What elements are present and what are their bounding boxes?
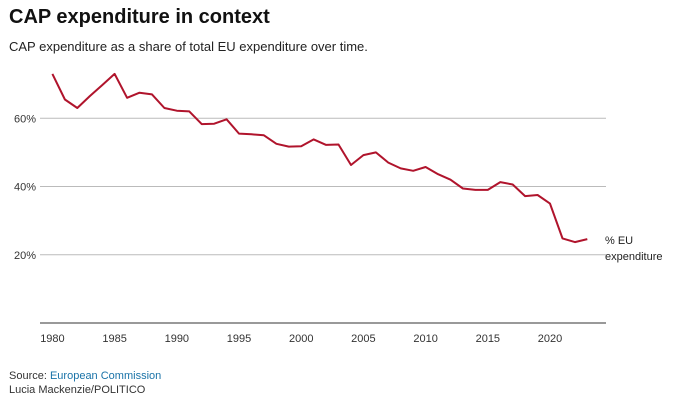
credit-line: Lucia Mackenzie/POLITICO (9, 384, 146, 396)
x-tick-label: 2000 (289, 333, 313, 345)
x-tick-label: 2015 (476, 333, 500, 345)
x-tick-label: 2020 (538, 333, 562, 345)
x-tick-label: 2005 (351, 333, 375, 345)
x-tick-label: 1985 (102, 333, 126, 345)
series-line (51, 72, 588, 244)
y-tick-label: 20% (14, 250, 36, 262)
gridlines (40, 117, 606, 256)
x-tick-label: 1995 (227, 333, 251, 345)
x-tick-label: 1990 (165, 333, 189, 345)
chart-subtitle: CAP expenditure as a share of total EU e… (9, 39, 368, 54)
source-prefix: Source: (9, 370, 50, 382)
y-tick-labels: 20% 40% 60% (14, 113, 36, 262)
x-tick-labels: 1980 1985 1990 1995 2000 2005 2010 2015 2020 (40, 333, 562, 345)
source-line: Source: European Commission (9, 369, 161, 383)
series-label-line-1: % EU (605, 235, 633, 247)
source-note: Source: European Commission Lucia Macken… (9, 369, 161, 397)
series-label-line-2: expenditure (605, 251, 663, 263)
y-tick-label: 60% (14, 113, 36, 125)
x-tick-label: 1980 (40, 333, 64, 345)
series-label: % EU expenditure (605, 235, 663, 263)
x-tick-label: 2010 (413, 333, 437, 345)
chart-title: CAP expenditure in context (9, 6, 270, 28)
y-tick-label: 40% (14, 182, 36, 194)
source-link[interactable]: European Commission (49, 370, 162, 382)
series-group (51, 72, 588, 244)
